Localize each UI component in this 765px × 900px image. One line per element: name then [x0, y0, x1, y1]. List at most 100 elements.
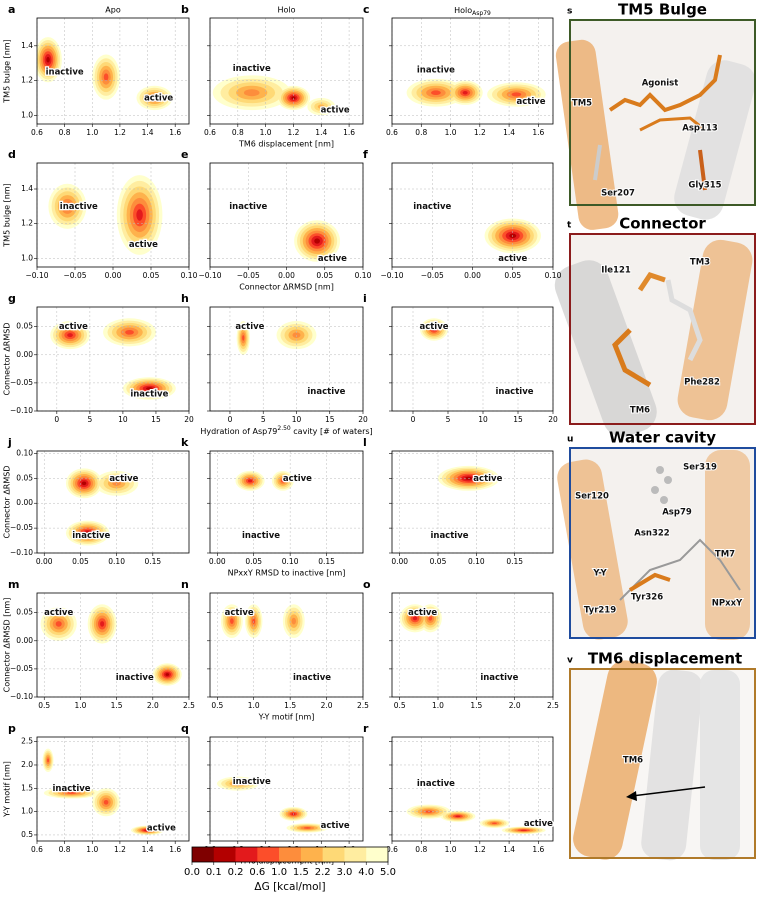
plot-frame [36, 450, 190, 554]
contour-level [247, 479, 253, 483]
x-tick-label: 0.05 [430, 557, 447, 566]
x-tick-label: 5 [261, 415, 266, 424]
colorbar-bin [300, 847, 323, 862]
panel: −0.10 −0.05 0.00 0.05 0.10 1.0 1.2 1.4 inactive a… [3, 148, 198, 280]
region-label: inactive [242, 531, 280, 541]
x-axis-label-sup: 2.50 [277, 425, 291, 432]
panel-letter: i [363, 292, 367, 305]
contour-level [66, 792, 77, 794]
column-title: HoloAsp79 [454, 6, 491, 17]
contour-level [432, 327, 436, 332]
art-s [555, 20, 756, 230]
x-tick-label: 1.4 [142, 845, 154, 854]
panel-letter: c [363, 3, 370, 16]
structure-frame [569, 668, 756, 859]
x-tick-label: 0.00 [36, 557, 53, 566]
contour-level [233, 782, 242, 786]
x-tick-label: 10 [292, 415, 302, 424]
x-tick-label: −0.05 [421, 271, 444, 280]
panel: 0.60.81.01.21.41.6inactiveactiveqTM6 dis… [181, 722, 364, 866]
region-label: active [419, 322, 448, 332]
structure-label: TM6 [630, 406, 650, 416]
x-tick-label: 1.2 [114, 845, 126, 854]
x-tick-label: 0.6 [31, 845, 43, 854]
structure-label: Ser319 [683, 463, 717, 473]
x-tick-label: 0.10 [108, 557, 125, 566]
y-tick-label: 1.5 [21, 783, 33, 792]
x-tick-label: −0.10 [381, 271, 404, 280]
structure-label: Ser207 [601, 189, 635, 199]
colorbar-tick-label: 1.0 [271, 867, 287, 878]
panel: 0 5 10 15 20 active inactive i [363, 292, 558, 424]
plot-frame [391, 736, 554, 842]
region-label: inactive [307, 387, 345, 397]
structure-label: TM3 [690, 258, 710, 268]
contour-level [64, 202, 71, 211]
y-tick-label: 0.05 [16, 608, 33, 617]
x-tick-label: 1.6 [532, 845, 544, 854]
structure-label: Tyr219 [584, 606, 616, 616]
region-label: inactive [60, 202, 98, 212]
x-tick-label: 0.15 [318, 557, 335, 566]
contour-level [303, 827, 311, 829]
colorbar-tick-label: 2.2 [315, 867, 331, 878]
structure-label: TM7 [715, 550, 735, 560]
contours [399, 604, 442, 633]
x-tick-label: 2.0 [147, 701, 159, 710]
structure-frame [569, 233, 756, 425]
x-tick-label: 1.6 [169, 128, 181, 137]
colorbar-tick-label: 1.5 [293, 867, 309, 878]
y-tick-label: −0.05 [10, 664, 33, 673]
structure-title: TM5 Bulge [618, 1, 707, 19]
x-axis-label-part: cavity [# of waters] [291, 427, 373, 436]
contour-level [103, 799, 109, 805]
panel-letter: r [363, 722, 369, 735]
x-tick-label: 1.2 [287, 128, 299, 137]
y-tick-label: −0.10 [10, 692, 33, 701]
contour-level [103, 73, 109, 81]
panel-letter: k [181, 436, 189, 449]
x-tick-label: 20 [548, 415, 558, 424]
y-tick-label: 2.5 [21, 737, 33, 746]
structure-label: Y-Y [592, 569, 607, 579]
contours [50, 318, 176, 400]
x-tick-label: 1.0 [260, 128, 272, 137]
region-label: inactive [233, 64, 271, 74]
panel: 0.00 0.05 0.10 0.15 active inactive k NPxxY RMS… [181, 436, 364, 578]
panel-letter: l [363, 436, 367, 449]
plot-frame [209, 592, 364, 698]
column-title: Apo [105, 6, 121, 15]
x-tick-label: 0.6 [204, 128, 216, 137]
x-tick-label: 1.4 [503, 845, 515, 854]
x-tick-label: 15 [151, 415, 161, 424]
plot-frame [36, 736, 190, 842]
contour-level [314, 238, 320, 244]
panel-letter: n [181, 578, 189, 591]
x-tick-label: 0.8 [59, 128, 71, 137]
x-tick-label: 0.05 [504, 271, 521, 280]
x-tick-label: 1.0 [74, 701, 86, 710]
y-tick-label: −0.10 [10, 548, 33, 557]
y-tick-label: 2.0 [21, 760, 33, 769]
panel: 0.00 0.05 0.10 0.15 active inactive l [363, 436, 554, 566]
contours [65, 468, 139, 546]
y-tick-label: 1.0 [21, 253, 33, 262]
x-tick-label: −0.10 [199, 271, 222, 280]
x-tick-label: 1.4 [503, 128, 515, 137]
structure-label: Agonist [642, 79, 679, 89]
structure-frame [569, 19, 756, 206]
contour-level [55, 621, 62, 627]
contours [37, 37, 173, 111]
x-tick-label: 1.5 [470, 701, 482, 710]
x-tick-label: 0.00 [105, 271, 122, 280]
x-tick-label: −0.05 [237, 271, 260, 280]
y-tick-label: 0.00 [16, 636, 33, 645]
contour-level [431, 90, 441, 96]
plot-frame [209, 306, 364, 412]
contours [216, 776, 329, 833]
region-label: inactive [293, 673, 331, 683]
colorbar-frame [191, 846, 389, 863]
contour-level [243, 89, 260, 97]
region-label: inactive [417, 66, 455, 76]
x-tick-label: 0.8 [59, 845, 71, 854]
